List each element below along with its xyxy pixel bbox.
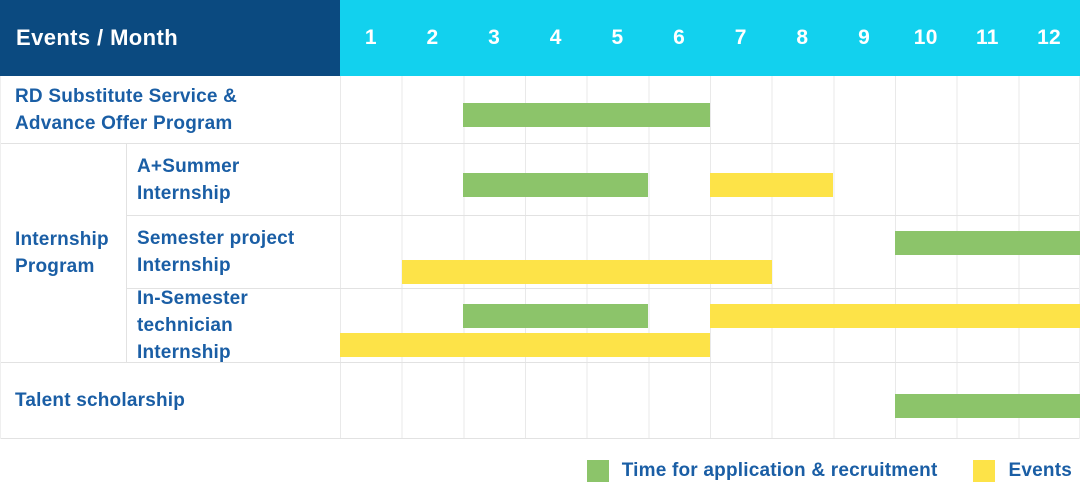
month-label-12: 12 <box>1037 26 1062 49</box>
row-chart-a-plus-summer-internship <box>340 144 1079 215</box>
row-label-talent-scholarship: Talent scholarship <box>1 363 340 438</box>
row-chart-semester-project-internship <box>340 216 1080 288</box>
row-label-line: Semester project <box>137 228 295 249</box>
row-chart-talent-scholarship <box>340 363 1080 438</box>
bar-lane <box>340 393 1080 418</box>
row-label-line: RD Substitute Service & <box>15 85 238 107</box>
event-bar <box>340 333 710 357</box>
row-rd-substitute-service-advance-offer-program: RD Substitute Service & Advance Offer Pro… <box>1 76 1079 144</box>
row-label-line: Internship <box>137 182 231 204</box>
bar-lane <box>340 259 1079 284</box>
row-label-line: Talent scholarship <box>15 390 186 411</box>
row-a-plus-summer-internship: A+Summer Internship <box>127 144 1079 216</box>
row-label-rd-substitute-service-advance-offer-program: RD Substitute Service & Advance Offer Pro… <box>1 76 340 143</box>
row-label-in-semester-technician-internship: In-Semester technician Internship <box>127 288 340 363</box>
row-group-internship-program: Internship Program A+Summer Internship Semes… <box>1 144 1080 363</box>
bar-lane <box>340 304 1080 328</box>
row-label-line: In-Semester <box>137 288 248 309</box>
row-label-line: Internship <box>15 229 109 250</box>
legend-item-events: Events <box>973 459 1072 482</box>
row-chart-in-semester-technician-internship <box>340 289 1080 362</box>
month-header-row: 1 2 3 4 5 6 7 8 9 10 11 12 <box>340 0 1080 76</box>
month-label-7: 7 <box>734 26 747 49</box>
month-label-4: 4 <box>549 26 562 49</box>
month-label-11: 11 <box>975 26 999 49</box>
bar-lanes <box>340 363 1080 438</box>
bar-lane <box>340 172 1079 197</box>
month-label-10: 10 <box>913 26 938 49</box>
bar-lanes <box>340 216 1080 288</box>
row-label-line: A+Summer <box>137 155 240 177</box>
row-chart-rd-substitute-service-advance-offer-program <box>340 76 1079 143</box>
row-label-line: technician Internship <box>137 315 233 363</box>
page-title: Events / Month <box>16 25 179 50</box>
row-talent-scholarship: Talent scholarship <box>1 363 1080 439</box>
recruitment-bar <box>463 102 710 127</box>
table-body: RD Substitute Service & Advance Offer Pro… <box>0 76 1080 439</box>
recruitment-bar <box>463 304 649 328</box>
group-rows: A+Summer Internship Semester project Intern… <box>127 144 1080 363</box>
month-label-5: 5 <box>611 26 624 49</box>
month-label-3: 3 <box>488 26 501 49</box>
legend-label-recruitment: Time for application & recruitment <box>621 459 938 481</box>
row-label-line: Advance Offer Program <box>15 112 233 134</box>
bar-lanes <box>340 144 1079 215</box>
table-header: Events / Month 1 2 3 4 5 6 7 8 9 10 11 12 <box>0 0 1080 76</box>
event-bar <box>710 304 1080 328</box>
recruitment-bar <box>895 393 1080 418</box>
month-label-2: 2 <box>426 26 439 49</box>
bar-lanes <box>340 289 1080 362</box>
legend-item-recruitment: Time for application & recruitment <box>586 459 938 482</box>
month-label-1: 1 <box>364 26 377 49</box>
event-bar <box>710 172 834 197</box>
month-label-8: 8 <box>796 26 809 49</box>
row-semester-project-internship: Semester project Internship <box>127 216 1080 289</box>
events-swatch-icon <box>973 459 996 482</box>
recruitment-bar <box>463 172 649 197</box>
bar-lane <box>340 102 1079 127</box>
bar-lanes <box>340 76 1079 143</box>
month-label-6: 6 <box>673 26 686 49</box>
row-label-line: Internship <box>137 255 231 276</box>
event-bar <box>401 259 772 284</box>
row-label-internship-program: Internship Program <box>1 144 127 362</box>
bar-lane <box>340 230 1080 255</box>
row-label-line: Program <box>15 256 95 277</box>
legend-label-events: Events <box>1008 459 1072 481</box>
month-label-9: 9 <box>858 26 871 49</box>
bar-lane <box>340 333 1079 357</box>
row-label-a-plus-summer-internship: A+Summer Internship <box>127 144 340 215</box>
recruitment-swatch-icon <box>586 459 609 482</box>
row-label-semester-project-internship: Semester project Internship <box>127 216 340 288</box>
recruitment-bar <box>895 230 1080 255</box>
legend: Time for application & recruitment Event… <box>0 439 1080 494</box>
row-in-semester-technician-internship: In-Semester technician Internship <box>127 288 1080 363</box>
events-month-header-cell: Events / Month <box>0 0 340 76</box>
